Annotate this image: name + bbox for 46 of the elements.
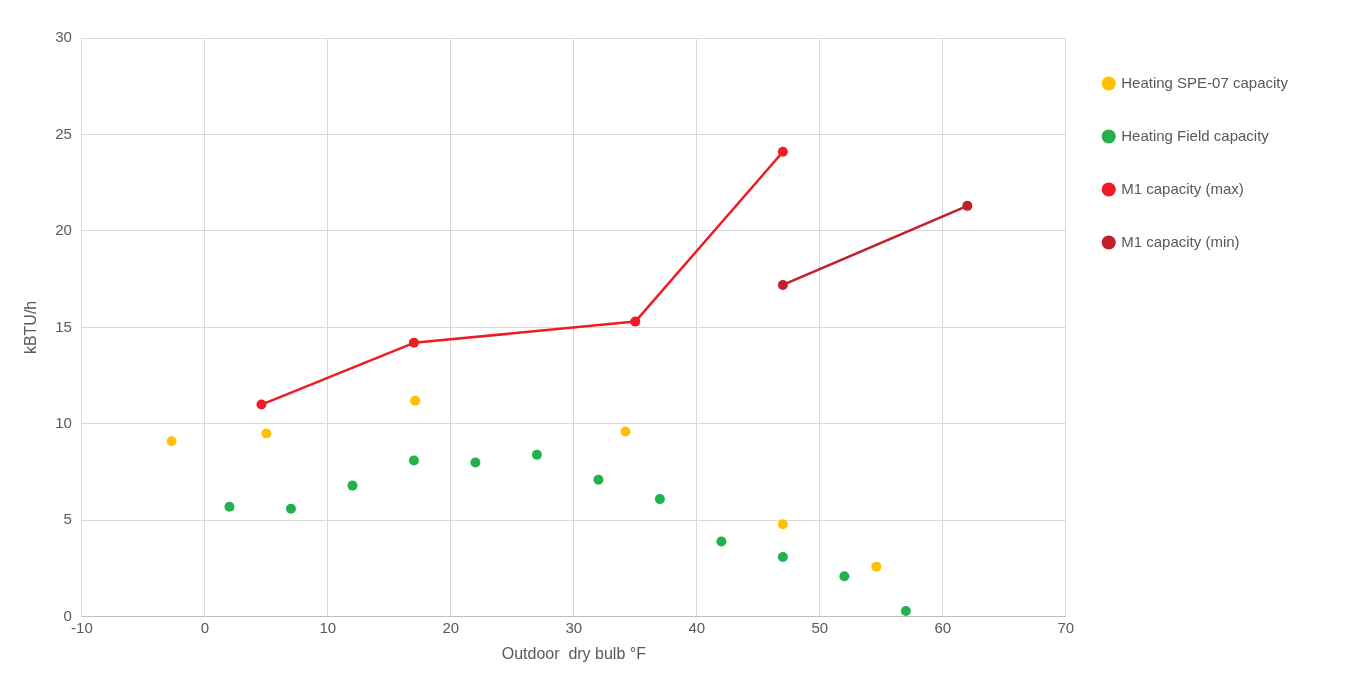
point [777, 146, 788, 157]
point [408, 337, 419, 348]
point [630, 316, 641, 327]
y-tick-label: 0 [63, 606, 72, 624]
y-tick-label: 30 [55, 28, 72, 46]
point [620, 426, 631, 437]
point [470, 457, 481, 468]
point [716, 536, 727, 547]
point [261, 428, 272, 439]
y-tick-label: 25 [55, 124, 72, 142]
x-axis-title: Outdoor dry bulb °F [501, 644, 647, 662]
point [962, 200, 973, 211]
point [531, 449, 542, 460]
point [285, 503, 296, 514]
point [654, 494, 665, 505]
x-tick-label: 20 [442, 618, 460, 636]
point [871, 561, 882, 572]
point [166, 436, 177, 447]
point [224, 501, 235, 512]
point [777, 551, 788, 562]
legend-label: M1 capacity (min) [1121, 232, 1240, 250]
point [839, 571, 850, 582]
point [408, 455, 419, 466]
point [593, 474, 604, 485]
point [347, 480, 358, 491]
point [410, 395, 421, 406]
point [777, 279, 788, 290]
x-tick-label: -10 [71, 618, 93, 636]
x-tick-label: 50 [811, 618, 829, 636]
point [777, 519, 788, 530]
x-tick-label: 70 [1057, 618, 1075, 636]
x-tick-label: 40 [688, 618, 706, 636]
legend-label: M1 capacity (max) [1121, 179, 1244, 197]
point [900, 606, 911, 617]
legend-label: Heating Field capacity [1121, 126, 1270, 144]
y-tick-label: 10 [55, 414, 72, 432]
point [256, 399, 267, 410]
legend-label: Heating SPE-07 capacity [1121, 73, 1289, 91]
x-tick-label: 0 [200, 618, 210, 636]
x-tick-label: 10 [319, 618, 337, 636]
y-axis-title: kBTU/h [22, 300, 40, 355]
y-tick-label: 20 [55, 221, 72, 239]
x-tick-label: 30 [565, 618, 583, 636]
y-tick-label: 5 [63, 510, 72, 528]
y-tick-label: 15 [55, 317, 72, 335]
x-tick-label: 60 [934, 618, 952, 636]
